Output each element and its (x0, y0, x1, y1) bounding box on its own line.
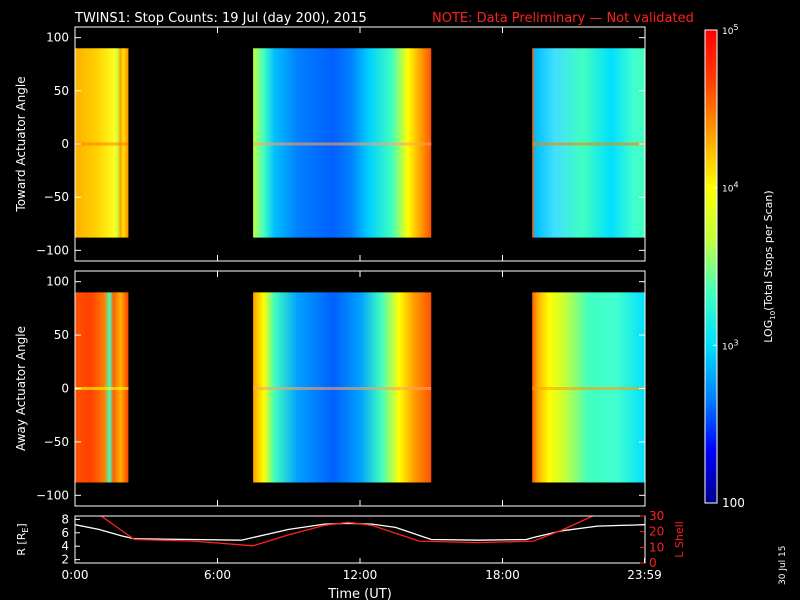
y-tick-label: 0 (61, 137, 69, 151)
center-angle-band (532, 387, 645, 390)
colorbar-label: LOG10(Total Stops per Scan) (762, 190, 777, 342)
x-tick-label: 12:00 (343, 568, 378, 582)
y-tick-label: 8 (61, 512, 69, 526)
colorbar-tick-label: 100 (722, 496, 745, 510)
radius-axis-label: R [RE] (15, 523, 30, 555)
y-tick-label-right: 10 (649, 540, 664, 554)
y-tick-label-right: 30 (649, 509, 664, 523)
y-tick-label: −100 (36, 243, 69, 257)
radius-line (75, 522, 645, 541)
y-tick-label: 100 (46, 31, 69, 45)
y-tick-label-right: 20 (649, 525, 664, 539)
y-tick-label: 50 (54, 328, 69, 342)
y-tick-label: −50 (44, 190, 69, 204)
toward-panel: 100 50 0 −50 −100 Toward Actuator Angle (14, 26, 646, 262)
colorbar-scale (704, 29, 718, 504)
y-tick-label: 100 (46, 275, 69, 289)
chart-title: TWINS1: Stop Counts: 19 Jul (day 200), 2… (74, 11, 367, 26)
colorbar-tick-label: 103 (722, 338, 739, 352)
date-stamp: 30 Jul 15 (778, 546, 788, 586)
center-angle-band (532, 142, 645, 146)
center-angle-band (253, 142, 432, 146)
y-axis-label: Toward Actuator Angle (14, 76, 28, 212)
y-tick-label: 6 (61, 526, 69, 540)
l-shell-axis-label: L Shell (673, 521, 686, 557)
y-tick-label: 2 (61, 553, 69, 567)
y-tick-label: −50 (44, 435, 69, 449)
y-tick-label: 0 (61, 382, 69, 396)
x-tick-label: 6:00 (204, 568, 231, 582)
center-angle-band (253, 387, 432, 390)
y-tick-label: 4 (61, 539, 69, 553)
data-note: NOTE: Data Preliminary — Not validated (432, 11, 694, 26)
x-axis-label: Time (UT) (327, 587, 392, 600)
colorbar: 100 103 104 105 LOG10(Total Stops per Scan) (704, 23, 777, 510)
y-axis-label: Away Actuator Angle (14, 326, 28, 451)
x-tick-label: 0:00 (62, 568, 89, 582)
x-tick-label: 23:59 (627, 568, 662, 582)
colorbar-tick-label: 105 (722, 23, 739, 37)
y-tick-label: −100 (36, 488, 69, 502)
colorbar-tick-label: 104 (722, 181, 739, 195)
x-tick-label: 18:00 (485, 568, 520, 582)
y-tick-label: 50 (54, 84, 69, 98)
y-tick-label-right: 0 (649, 556, 657, 570)
away-panel: 100 50 0 −50 −100 Away Actuator Angle (14, 270, 646, 507)
l-shell-line (100, 516, 594, 547)
center-angle-band (75, 387, 129, 390)
center-angle-band (75, 142, 129, 146)
